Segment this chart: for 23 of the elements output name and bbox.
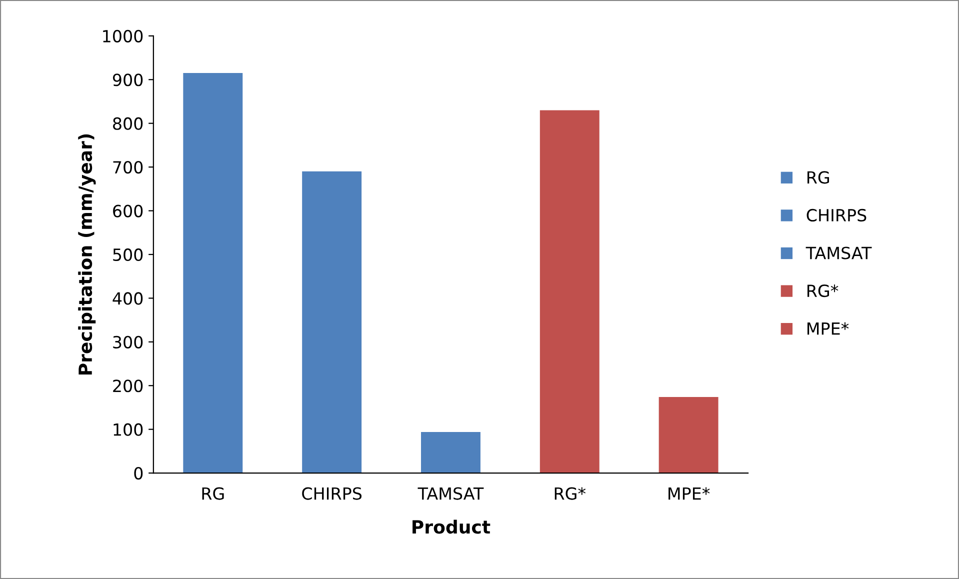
y-tick-label: 100 xyxy=(114,423,143,436)
legend-label: CHIRPS xyxy=(806,208,866,222)
x-tick-label: RG* xyxy=(554,487,586,500)
y-tick-label: 900 xyxy=(112,74,143,86)
x-axis-title: Product xyxy=(412,520,490,534)
y-tick-label: 800 xyxy=(113,117,143,130)
y-axis-title: Precipitation (mm/year) xyxy=(78,134,96,375)
y-tick-label: 0 xyxy=(134,467,143,480)
y-tick-label: 700 xyxy=(113,161,143,174)
y-tick-label: 500 xyxy=(113,248,143,262)
x-tick-label: TAMSAT xyxy=(418,487,484,500)
y-tick-label: 400 xyxy=(112,292,143,305)
legend-label: TAMSAT xyxy=(806,246,872,260)
x-tick-label: MPE* xyxy=(668,487,710,500)
y-tick-label: 600 xyxy=(113,204,143,218)
legend-label: RG xyxy=(807,171,829,184)
y-tick-label: 1000 xyxy=(103,30,143,42)
y-tick-label: 200 xyxy=(113,380,143,392)
x-tick-label: RG xyxy=(202,487,224,500)
legend-label: MPE* xyxy=(807,322,849,335)
y-tick-label: 300 xyxy=(113,336,143,348)
x-tick-label: CHIRPS xyxy=(302,487,362,500)
legend-label: RG* xyxy=(807,284,838,298)
